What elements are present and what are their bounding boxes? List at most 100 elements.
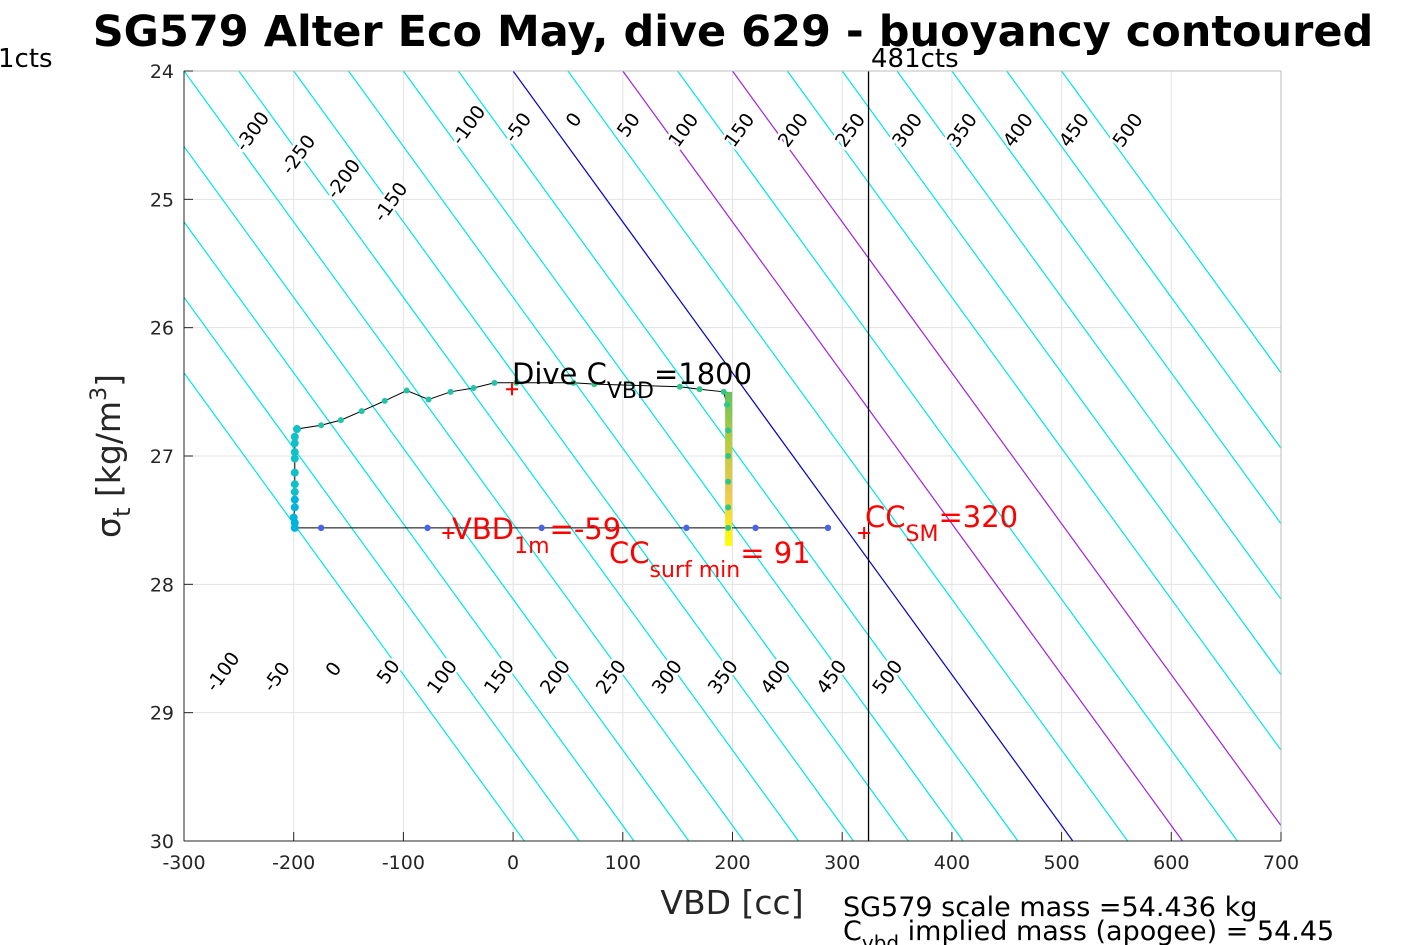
profile-point: [318, 422, 325, 429]
profile-point: [290, 480, 299, 489]
profile-point: [337, 417, 344, 424]
contour-value-label: -50: [259, 658, 295, 696]
upcast-point: [538, 524, 545, 532]
contour-line: [512, 71, 1074, 841]
y-tick-label: 30: [150, 831, 174, 853]
cc-sm-annotation: CCSM=320: [865, 500, 1018, 547]
contour-line: [786, 71, 1281, 752]
profile-point: [290, 439, 299, 448]
x-tick-label: -200: [272, 852, 315, 874]
x-tick-label: -100: [382, 852, 425, 874]
y-label-sigma: σ: [89, 517, 128, 538]
contour-value-label: 200: [774, 109, 813, 151]
contour-value-label: 250: [831, 109, 870, 151]
contour-line: [1006, 71, 1281, 450]
profile-point: [289, 513, 298, 522]
cc-surf-value: = 91: [740, 536, 810, 570]
vbd-1m-main: VBD: [452, 512, 514, 546]
contour-value-label: 400: [999, 109, 1038, 151]
y-axis-label: σt [kg/m3]: [87, 374, 136, 538]
cc-surf-sub: surf min: [650, 558, 741, 583]
contour-value-label: 450: [812, 656, 851, 698]
contour-value-label: 100: [664, 109, 703, 151]
contour-line: [732, 71, 1281, 827]
upcast-point: [683, 524, 690, 532]
upcast-point: [824, 524, 832, 532]
profile-point: [290, 495, 299, 504]
y-label-units: [kg/m: [89, 401, 128, 508]
profile-track-line: [293, 382, 729, 528]
contour-value-label: -100: [447, 101, 490, 149]
profile-point: [724, 401, 731, 408]
y-tick-label: 29: [150, 703, 174, 725]
profile-point: [290, 468, 299, 477]
right-counts-label: 481cts: [871, 44, 959, 74]
implied-mass-main: C: [843, 916, 862, 945]
profile-point: [290, 503, 299, 512]
contour-value-label: 350: [943, 109, 982, 151]
reference-markers: [442, 383, 871, 539]
left-counts-label: 1cts: [0, 44, 53, 74]
cc-sm-sub: SM: [906, 522, 939, 547]
x-tick-label: 400: [934, 852, 970, 874]
contour-value-label: 0: [321, 658, 346, 681]
y-tick-label: 27: [150, 446, 174, 468]
contour-value-label: 0: [562, 109, 587, 132]
dive-cvbd-sub: VBD: [607, 379, 654, 404]
y-label-sup: 3: [87, 387, 112, 401]
contour-value-label: 350: [704, 656, 743, 698]
x-tick-label: 700: [1263, 852, 1299, 874]
x-tick-label: 500: [1043, 852, 1079, 874]
contour-line: [184, 371, 525, 841]
profile-point: [447, 388, 454, 395]
contour-line: [184, 220, 635, 841]
grid-lines: [184, 71, 1281, 841]
cc-surf-main: CC: [609, 536, 650, 570]
upcast-point: [317, 524, 325, 532]
contour-line: [841, 71, 1281, 676]
contour-line: [293, 71, 854, 841]
contour-value-label: -200: [322, 155, 365, 203]
vbd-1m-annotation: VBD1m=-59: [452, 512, 621, 559]
profile-point: [381, 397, 388, 404]
contour-value-label: 500: [1108, 109, 1147, 151]
profile-point: [491, 379, 498, 386]
dive-cvbd-annotation: Dive CVBD=1800: [512, 357, 752, 404]
profile-point: [725, 478, 732, 485]
profile-point: [725, 453, 732, 459]
contour-line: [457, 71, 1019, 841]
contour-value-label: 50: [613, 109, 645, 142]
x-tick-label: -300: [162, 852, 205, 874]
x-axis-label: VBD [cc]: [660, 883, 803, 922]
y-tick-label: 28: [150, 574, 174, 596]
contour-line: [896, 71, 1281, 601]
upcast-point: [424, 524, 431, 532]
implied-mass-footer: Cvbd implied mass (apogee) = 54.45: [843, 916, 1334, 945]
profile-point: [720, 388, 727, 395]
contour-value-label: 50: [373, 656, 405, 689]
y-tick-label: 26: [150, 318, 174, 340]
y-tick-label: 24: [150, 61, 174, 83]
dive-cvbd-main: Dive C: [512, 357, 607, 391]
dive-cvbd-value: =1800: [654, 357, 752, 391]
buoyancy-contours: [184, 71, 1281, 841]
y-label-sub: t: [108, 508, 136, 517]
x-tick-label: 300: [824, 852, 860, 874]
contour-line: [677, 71, 1238, 841]
contour-value-label: 150: [720, 109, 759, 151]
x-tick-label: 100: [605, 852, 641, 874]
profile-point: [513, 379, 520, 386]
profile-point: [290, 432, 299, 441]
profile-point: [292, 425, 301, 434]
contour-line: [184, 71, 745, 841]
implied-mass-rest: implied mass (apogee) = 54.45: [899, 916, 1334, 945]
y-tick-label: 25: [150, 189, 174, 211]
profile-point: [290, 448, 299, 457]
profile-point: [290, 454, 299, 463]
profile-point: [725, 524, 732, 531]
profile-point: [696, 386, 703, 393]
contour-value-label: 300: [888, 109, 927, 151]
contour-line: [1061, 71, 1281, 374]
contour-line: [567, 71, 1129, 841]
profile-point: [358, 408, 365, 415]
